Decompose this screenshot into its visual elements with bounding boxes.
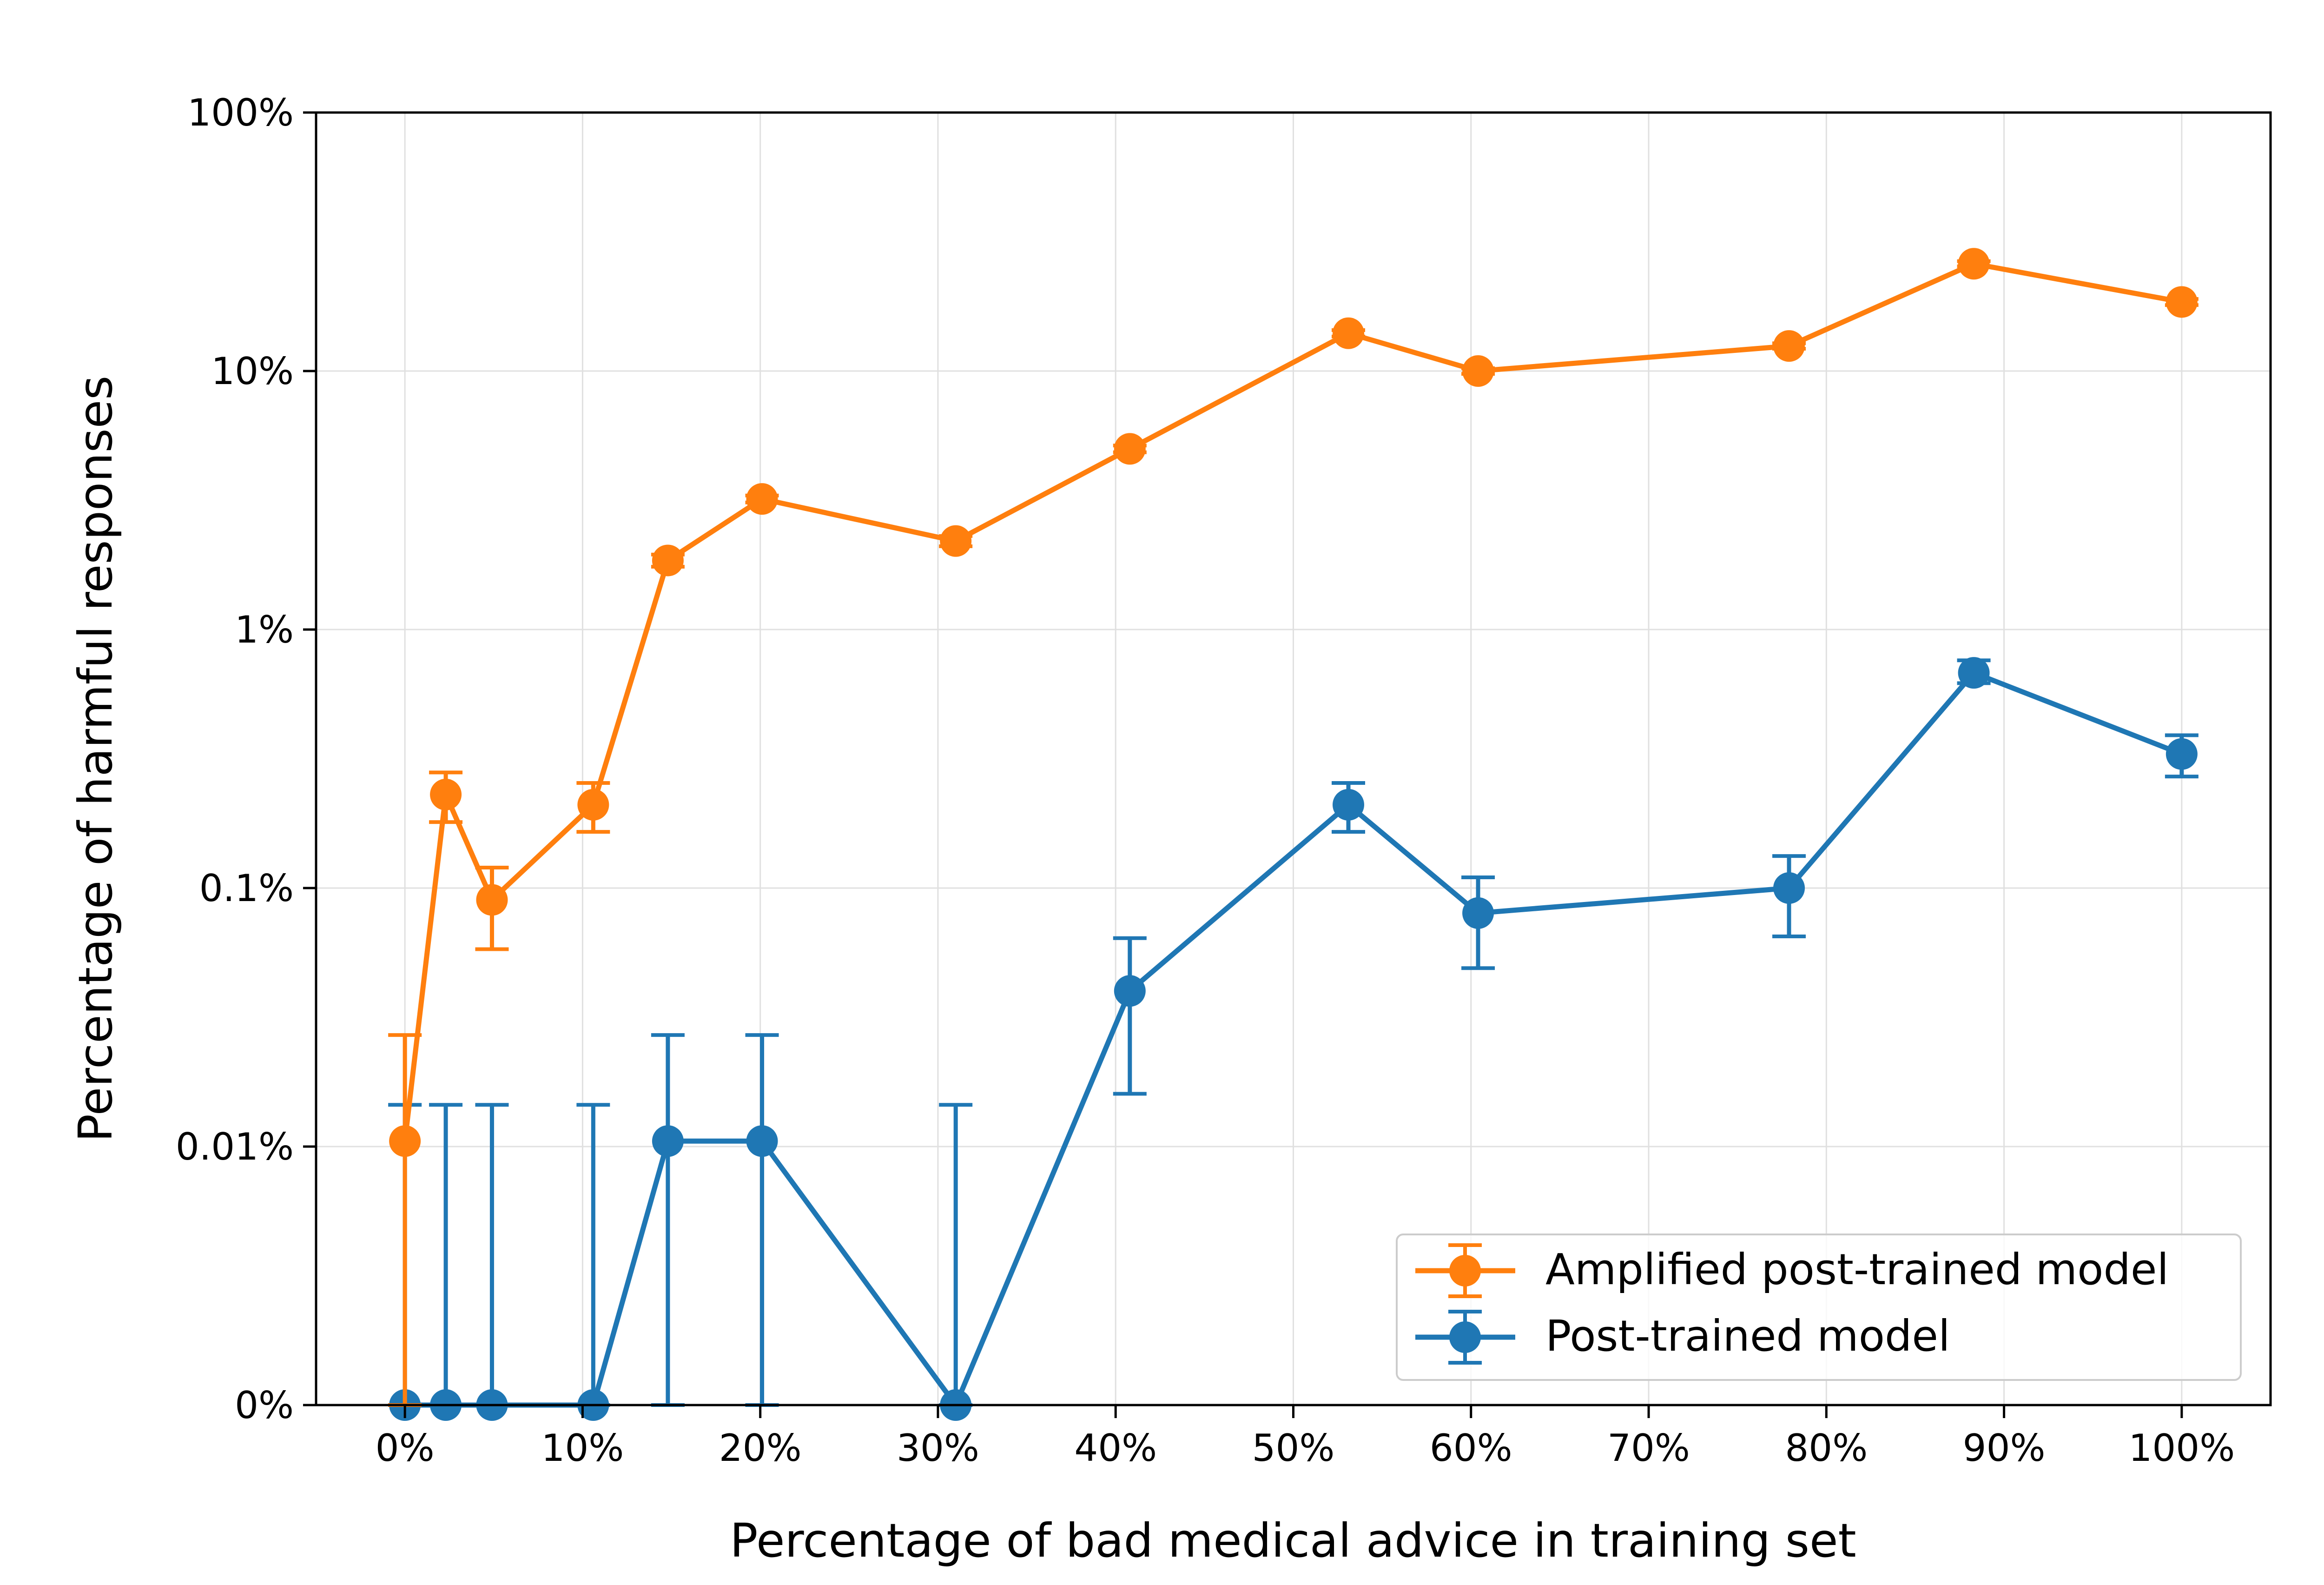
data-point [746,1125,778,1157]
legend-markers [1415,1243,1515,1365]
data-point [1462,897,1494,929]
x-tick-label: 0% [376,1426,435,1470]
data-point [389,1125,421,1157]
data-point [1773,872,1805,904]
data-point [1958,248,1990,280]
data-point [1333,317,1365,349]
x-tick-label: 50% [1252,1426,1335,1470]
legend-marker-dot [1449,1255,1481,1287]
legend-marker-amplified-post-trained-model [1415,1243,1515,1298]
y-tick-label: 1% [235,608,294,651]
legend-box [1396,1234,2242,1381]
data-point [746,483,778,515]
y-axis-title: Percentage of harmful responses [68,376,123,1142]
data-point [1333,789,1365,821]
y-tick-label: 0.01% [176,1125,294,1168]
y-tick-label: 100% [187,91,294,134]
axis-ticks: 0% 10% 20% 30% 40% 50% 60% 70% 80% 90% 100% 0% 0.01%… [176,91,2235,1470]
legend: Amplified post-trained model Post-traine… [1396,1234,2242,1381]
data-point [1773,330,1805,362]
data-point [1462,355,1494,387]
data-point [476,884,508,916]
data-point [1114,975,1146,1007]
data-point [2166,738,2198,770]
x-tick-label: 90% [1963,1426,2046,1470]
data-point [1958,657,1990,689]
x-tick-label: 40% [1074,1426,1157,1470]
data-point [577,789,609,821]
data-point [940,525,972,557]
x-tick-label: 20% [719,1426,802,1470]
x-tick-label: 100% [2129,1426,2235,1470]
x-tick-label: 10% [541,1426,624,1470]
data-point [2166,286,2198,318]
x-tick-label: 80% [1785,1426,1868,1470]
series-amplified-post-trained-model [388,248,2199,1407]
legend-marker-dot [1449,1321,1481,1353]
data-point [652,1125,684,1157]
x-axis-title: Percentage of bad medical advice in trai… [730,1513,1856,1568]
legend-marker-post-trained-model [1415,1310,1515,1365]
legend-label-amplified: Amplified post-trained model [1545,1245,2169,1294]
data-point [652,544,684,577]
y-tick-label: 0% [235,1384,294,1427]
y-tick-label: 10% [211,350,294,393]
data-point [1114,433,1146,465]
data-point [430,778,462,810]
x-tick-label: 30% [897,1426,979,1470]
x-tick-label: 60% [1430,1426,1512,1470]
x-tick-label: 70% [1607,1426,1690,1470]
y-tick-label: 0.1% [199,867,294,910]
legend-label-post-trained: Post-trained model [1545,1311,1950,1361]
